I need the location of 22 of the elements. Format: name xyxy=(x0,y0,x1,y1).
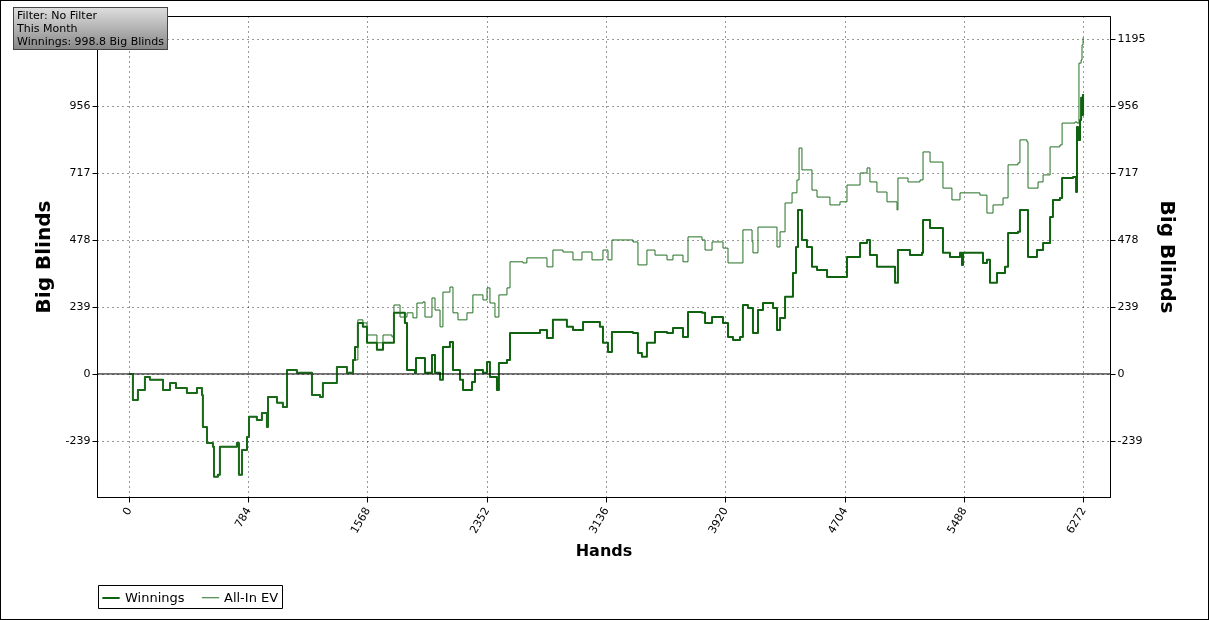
y2-tick-label: 0 xyxy=(1117,367,1125,381)
text: Filter: No Filter xyxy=(17,9,98,22)
y-tick-label: 478 xyxy=(69,233,91,247)
legend-label: All-In EV xyxy=(224,589,279,605)
x-axis-title: Hands xyxy=(575,541,633,561)
y2-tick-label: -239 xyxy=(1117,434,1143,448)
y-tick-label: 956 xyxy=(69,99,91,113)
y-tick-label: 717 xyxy=(69,166,91,180)
y-tick-label: 239 xyxy=(69,300,91,314)
y2-tick-label: 239 xyxy=(1117,300,1139,314)
y2-tick-label: 717 xyxy=(1117,166,1139,180)
y-axis-title: Big Blinds xyxy=(30,200,55,314)
legend-label: Winnings xyxy=(125,590,185,605)
y-tick-label: 0 xyxy=(83,367,91,381)
x-tick-label: 0 xyxy=(119,505,135,518)
y2-tick-label: 956 xyxy=(1117,99,1139,113)
y-tick-label: -239 xyxy=(65,434,91,448)
y2-tick-label: 1195 xyxy=(1117,32,1146,46)
text: This Month xyxy=(17,22,79,35)
y2-tick-label: 478 xyxy=(1117,233,1139,247)
annotation: Winnings: 998.8 Big Blinds xyxy=(17,35,164,48)
y2-axis-title: Big Blinds xyxy=(1156,200,1181,314)
